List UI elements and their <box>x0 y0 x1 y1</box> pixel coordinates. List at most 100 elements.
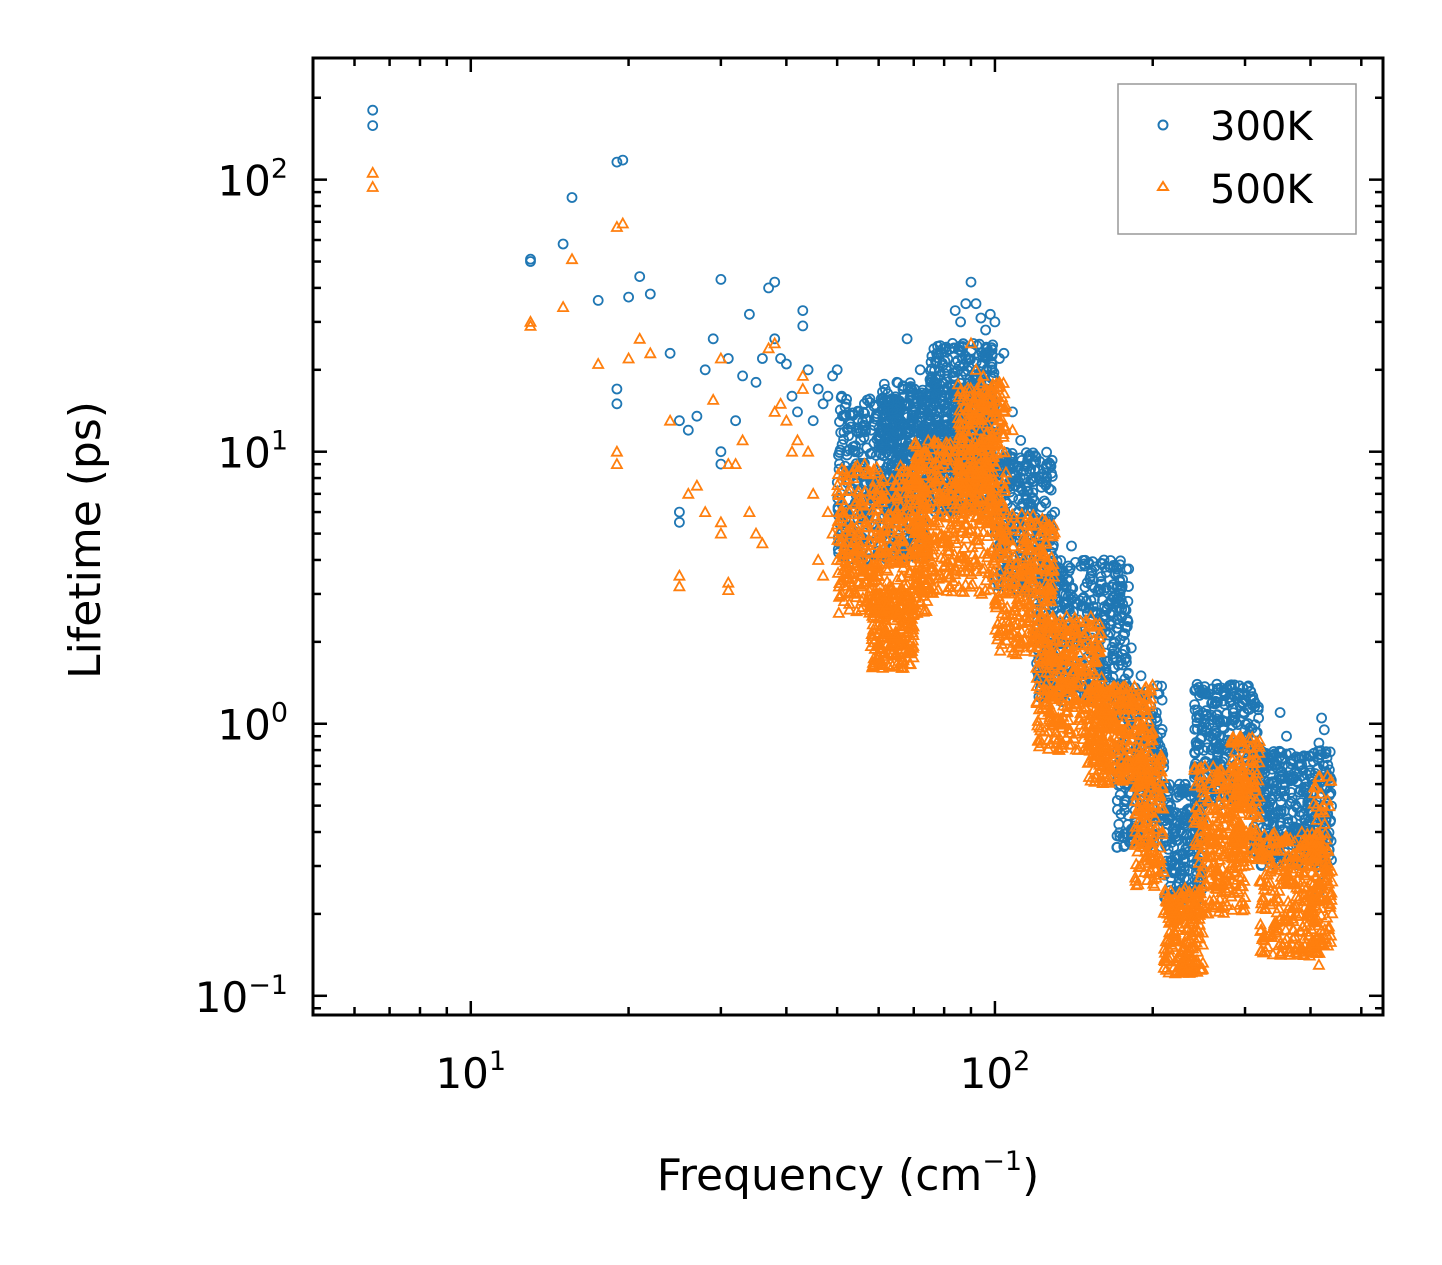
scatter-point-500K <box>995 615 1009 628</box>
scatter-point-300K <box>1194 733 1206 745</box>
scatter-point-500K <box>995 494 1009 507</box>
scatter-point-500K <box>1032 528 1046 541</box>
scatter-point-500K <box>906 608 920 620</box>
scatter-point-500K <box>964 522 978 535</box>
scatter-point-300K <box>822 390 834 402</box>
scatter-point-300K <box>1282 816 1294 828</box>
scatter-point-300K <box>970 298 982 310</box>
scatter-point-300K <box>975 312 987 324</box>
scatter-point-500K <box>972 440 986 453</box>
scatter-point-500K <box>873 623 887 635</box>
scatter-point-300K <box>1225 694 1237 706</box>
scatter-point-500K <box>842 602 856 615</box>
scatter-point-500K <box>870 538 884 550</box>
scatter-point-500K <box>862 554 876 567</box>
scatter-point-300K <box>557 238 569 250</box>
scatter-point-300K <box>902 428 914 440</box>
scatter-point-300K <box>1213 730 1225 742</box>
scatter-point-300K <box>1041 472 1053 484</box>
scatter-point-500K <box>984 515 998 528</box>
scatter-point-500K <box>974 432 988 445</box>
scatter-point-300K <box>914 364 926 376</box>
scatter-point-500K <box>933 485 947 498</box>
scatter-point-500K <box>992 592 1007 605</box>
scatter-point-500K <box>894 619 908 631</box>
scatter-point-500K <box>995 539 1009 552</box>
scatter-point-500K <box>890 646 904 659</box>
scatter-point-500K <box>835 493 849 506</box>
scatter-point-300K <box>1156 724 1168 735</box>
scatter-point-300K <box>963 354 975 366</box>
scatter-point-500K <box>917 542 931 555</box>
scatter-point-500K <box>985 409 999 422</box>
scatter-point-300K <box>1111 561 1122 573</box>
scatter-point-500K <box>877 539 891 552</box>
scatter-point-300K <box>1135 670 1147 682</box>
scatter-point-500K <box>907 541 922 553</box>
scatter-point-500K <box>874 641 888 653</box>
scatter-point-300K <box>634 271 646 283</box>
scatter-point-300K <box>1113 659 1124 671</box>
scatter-point-500K <box>843 504 857 517</box>
scatter-point-500K <box>968 441 982 454</box>
scatter-point-500K <box>1001 530 1016 543</box>
scatter-point-500K <box>892 605 906 618</box>
scatter-point-500K <box>955 480 970 493</box>
scatter-point-500K <box>991 399 1005 411</box>
scatter-point-500K <box>999 608 1013 620</box>
scatter-point-500K <box>853 528 867 540</box>
scatter-point-500K <box>852 463 866 476</box>
scatter-point-500K <box>979 573 993 586</box>
scatter-point-300K <box>1260 762 1272 774</box>
scatter-point-300K <box>1318 724 1330 736</box>
scatter-point-500K <box>996 427 1010 439</box>
scatter-point-300K <box>1281 730 1292 742</box>
scatter-point-500K <box>993 498 1007 511</box>
scatter-point-500K <box>831 566 845 578</box>
scatter-point-500K <box>883 578 897 591</box>
scatter-point-500K <box>880 649 894 661</box>
scatter-point-300K <box>897 420 908 431</box>
scatter-point-300K <box>1049 506 1061 518</box>
scatter-point-500K <box>881 516 895 529</box>
scatter-point-500K <box>954 512 968 524</box>
scatter-point-300K <box>944 343 955 355</box>
scatter-point-300K <box>1196 687 1207 699</box>
scatter-point-500K <box>974 375 988 388</box>
scatter-point-500K <box>998 622 1012 635</box>
scatter-point-300K <box>1192 704 1204 716</box>
scatter-point-300K <box>1067 582 1079 594</box>
scatter-point-500K <box>907 569 921 582</box>
scatter-point-300K <box>885 436 897 448</box>
scatter-point-300K <box>566 192 578 203</box>
scatter-point-300K <box>904 392 916 404</box>
scatter-point-500K <box>880 597 894 610</box>
scatter-point-500K <box>896 532 910 545</box>
scatter-point-300K <box>1122 668 1134 680</box>
scatter-point-300K <box>881 447 892 459</box>
scatter-point-300K <box>1085 595 1097 606</box>
scatter-point-300K <box>878 378 890 390</box>
scatter-point-300K <box>775 353 786 364</box>
scatter-point-500K <box>933 472 947 484</box>
scatter-point-300K <box>986 364 998 376</box>
scatter-point-300K <box>928 421 939 433</box>
scatter-point-500K <box>903 486 917 499</box>
scatter-point-300K <box>865 424 877 436</box>
scatter-point-300K <box>858 432 870 443</box>
scatter-point-500K <box>1004 640 1018 653</box>
scatter-point-500K <box>931 583 945 595</box>
scatter-point-500K <box>977 561 992 574</box>
scatter-point-500K <box>980 424 994 437</box>
scatter-point-300K <box>956 353 968 365</box>
scatter-point-300K <box>1036 501 1047 513</box>
scatter-point-500K <box>975 587 989 599</box>
scatter-point-300K <box>953 340 965 352</box>
scatter-point-500K <box>962 558 977 571</box>
scatter-point-500K <box>863 493 877 506</box>
scatter-point-300K <box>611 398 623 410</box>
scatter-point-500K <box>952 579 966 592</box>
scatter-point-500K <box>938 508 952 521</box>
scatter-point-300K <box>1181 829 1192 840</box>
